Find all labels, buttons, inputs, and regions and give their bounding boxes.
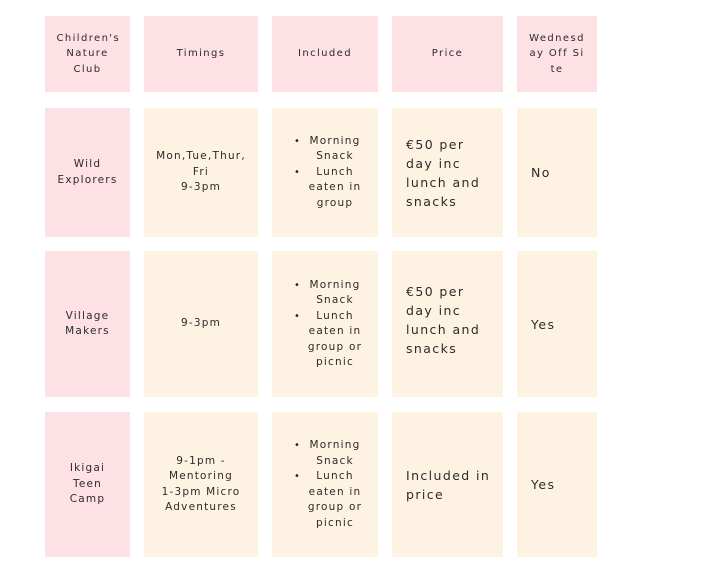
row-3-price-label: Included in price [406, 467, 491, 502]
row-2-included: Morning Snack Lunch eaten in group or pi… [272, 251, 378, 397]
list-item: Morning Snack [272, 278, 372, 309]
row-1-included-list: Morning Snack Lunch eaten in group [272, 134, 378, 212]
row-1-wednesday-label: No [531, 165, 551, 180]
row-1-wednesday: No [517, 108, 597, 237]
row-1-name-label: Wild Explorers [57, 158, 118, 186]
row-3-name-label: Ikigai Teen Camp [69, 462, 106, 506]
row-1-timings-label: Mon,Tue,Thur, Fri 9-3pm [156, 150, 246, 194]
row-2-included-list: Morning Snack Lunch eaten in group or pi… [272, 278, 378, 371]
row-3-wednesday: Yes [517, 412, 597, 557]
row-2-name-label: Village Makers [65, 309, 110, 338]
list-item: Lunch eaten in group or picnic [272, 469, 372, 531]
header-club-label: Children's Nature Club [56, 32, 121, 75]
row-3-name: Ikigai Teen Camp [45, 412, 130, 557]
row-3-included-list: Morning Snack Lunch eaten in group or pi… [272, 438, 378, 531]
header-timings-label: Timings [176, 48, 226, 60]
row-3-timings-label: 9-1pm - Mentoring 1-3pm Micro Adventures [161, 454, 241, 514]
row-2-timings: 9-3pm [144, 251, 258, 397]
row-2-price-label: €50 per day inc lunch and snacks [406, 284, 481, 356]
row-3-wednesday-label: Yes [531, 477, 556, 492]
row-1-price: €50 per day inc lunch and snacks [392, 108, 503, 237]
row-2-wednesday-label: Yes [531, 316, 556, 332]
row-2-name: Village Makers [45, 251, 130, 397]
header-price-label: Price [431, 48, 464, 60]
row-2-timings-label: 9-3pm [180, 317, 222, 330]
list-item: Morning Snack [272, 438, 372, 469]
header-included-label: Included [298, 48, 352, 60]
list-item: Lunch eaten in group or picnic [272, 309, 372, 371]
row-1-name: Wild Explorers [45, 108, 130, 237]
row-2-price: €50 per day inc lunch and snacks [392, 251, 503, 397]
list-item: Morning Snack [272, 134, 372, 165]
header-included: Included [272, 16, 378, 92]
row-1-timings: Mon,Tue,Thur, Fri 9-3pm [144, 108, 258, 237]
header-club: Children's Nature Club [45, 16, 130, 92]
header-wednesday: Wednesd ay Off Site [517, 16, 597, 92]
row-1-price-label: €50 per day inc lunch and snacks [406, 136, 481, 209]
row-3-timings: 9-1pm - Mentoring 1-3pm Micro Adventures [144, 412, 258, 557]
row-1-included: Morning Snack Lunch eaten in group [272, 108, 378, 237]
header-wednesday-label: Wednesd ay Off Site [529, 32, 585, 75]
row-2-wednesday: Yes [517, 251, 597, 397]
header-timings: Timings [144, 16, 258, 92]
row-3-included: Morning Snack Lunch eaten in group or pi… [272, 412, 378, 557]
list-item: Lunch eaten in group [272, 165, 372, 212]
row-3-price: Included in price [392, 412, 503, 557]
header-price: Price [392, 16, 503, 92]
